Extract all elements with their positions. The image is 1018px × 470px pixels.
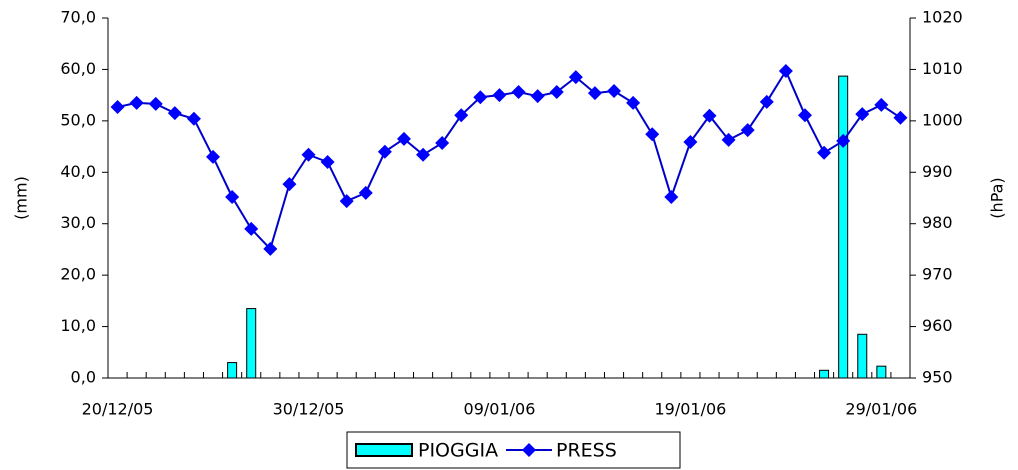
x-tick-label: 09/01/06 — [464, 400, 536, 419]
y-tick-label: 0,0 — [71, 368, 96, 387]
y2-tick-label: 950 — [922, 368, 953, 387]
bar — [819, 369, 830, 379]
marker — [759, 94, 774, 109]
y-tick-label: 40,0 — [60, 162, 96, 181]
marker — [568, 70, 583, 85]
marker — [492, 88, 507, 103]
marker — [186, 111, 201, 126]
marker — [626, 95, 641, 110]
marker — [702, 108, 717, 123]
marker — [244, 221, 259, 236]
x-tick-label: 30/12/05 — [273, 400, 345, 419]
bar — [876, 365, 887, 379]
marker — [511, 85, 526, 100]
legend-swatch — [355, 443, 413, 457]
marker — [721, 132, 736, 147]
legend-box — [346, 431, 681, 469]
bar — [857, 333, 868, 379]
marker — [454, 108, 469, 123]
y2-tick-label: 960 — [922, 316, 953, 335]
marker — [282, 177, 297, 192]
x-tick-label: 29/01/06 — [845, 400, 917, 419]
line — [117, 68, 902, 251]
y-tick-label: 60,0 — [60, 59, 96, 78]
marker — [377, 144, 392, 159]
legend-label: PRESS — [556, 440, 617, 462]
y2-tick-label: 990 — [922, 162, 953, 181]
bar — [246, 308, 257, 379]
marker — [148, 96, 163, 111]
marker — [167, 106, 182, 121]
marker — [320, 155, 335, 169]
y2-tick-label: 980 — [922, 213, 953, 232]
marker — [740, 123, 755, 138]
marker — [473, 90, 488, 105]
marker — [339, 194, 354, 209]
marker — [110, 99, 125, 114]
marker — [817, 145, 832, 160]
marker — [206, 149, 221, 164]
y-tick-label: 30,0 — [60, 213, 96, 232]
marker — [301, 147, 316, 162]
x-tick-label: 20/12/05 — [82, 400, 154, 419]
marker — [587, 86, 602, 101]
marker — [778, 63, 793, 78]
y-tick-label: 70,0 — [60, 8, 96, 27]
legend-label: PIOGGIA — [418, 440, 498, 462]
y-tick-label: 50,0 — [60, 110, 96, 129]
marker — [396, 131, 411, 146]
y2-tick-label: 970 — [922, 265, 953, 284]
y-axis-label: (mm) — [12, 176, 31, 220]
marker — [607, 84, 622, 99]
legend-marker — [522, 443, 536, 457]
marker — [530, 89, 545, 104]
marker — [435, 135, 450, 150]
marker — [549, 85, 564, 100]
y2-tick-label: 1000 — [922, 110, 963, 129]
marker — [358, 185, 373, 200]
marker — [416, 147, 431, 162]
marker — [225, 189, 240, 204]
y2-axis-label: (hPa) — [988, 177, 1007, 218]
y-tick-label: 20,0 — [60, 265, 96, 284]
marker — [683, 134, 698, 149]
marker — [263, 241, 278, 256]
y2-tick-label: 1010 — [922, 59, 963, 78]
marker — [129, 95, 144, 110]
y2-tick-label: 1020 — [922, 8, 963, 27]
marker — [797, 108, 812, 123]
y-tick-label: 10,0 — [60, 316, 96, 335]
bar — [227, 362, 238, 379]
marker — [836, 133, 851, 148]
bar — [838, 75, 849, 379]
x-tick-label: 19/01/06 — [654, 400, 726, 419]
marker — [893, 110, 908, 125]
marker — [874, 97, 889, 112]
marker — [645, 127, 660, 142]
marker — [855, 107, 870, 122]
marker — [664, 189, 679, 204]
